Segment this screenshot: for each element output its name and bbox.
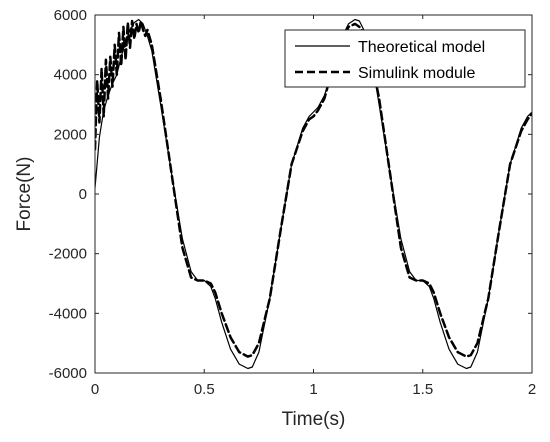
legend: Theoretical model Simulink module bbox=[284, 29, 526, 88]
x-tick-label: 0 bbox=[91, 381, 99, 398]
series-line-simulink-module bbox=[95, 19, 532, 358]
x-axis-ticks: 0 0.5 1 1.5 2 bbox=[91, 15, 536, 398]
x-tick-label: 1 bbox=[309, 381, 317, 398]
y-tick-label: 4000 bbox=[54, 67, 87, 84]
y-tick-label: -4000 bbox=[49, 305, 87, 322]
y-axis-ticks: -6000 -4000 -2000 0 2000 4000 6000 bbox=[49, 7, 532, 382]
x-tick-label: 1.5 bbox=[412, 381, 433, 398]
series-line-theoretical-model bbox=[95, 18, 532, 370]
x-tick-label: 0.5 bbox=[194, 381, 215, 398]
legend-label-simulink-module: Simulink module bbox=[358, 65, 475, 82]
x-axis-label: Time(s) bbox=[282, 409, 346, 430]
y-axis-label: Force(N) bbox=[14, 157, 35, 232]
legend-label-theoretical-model: Theoretical model bbox=[358, 39, 485, 56]
y-tick-label: 0 bbox=[79, 186, 87, 203]
y-tick-label: 6000 bbox=[54, 7, 87, 24]
series-layer bbox=[95, 18, 532, 370]
y-tick-label: -6000 bbox=[49, 365, 87, 382]
x-tick-label: 2 bbox=[528, 381, 536, 398]
y-tick-label: -2000 bbox=[49, 246, 87, 263]
legend-box bbox=[284, 29, 526, 88]
y-tick-label: 2000 bbox=[54, 126, 87, 143]
